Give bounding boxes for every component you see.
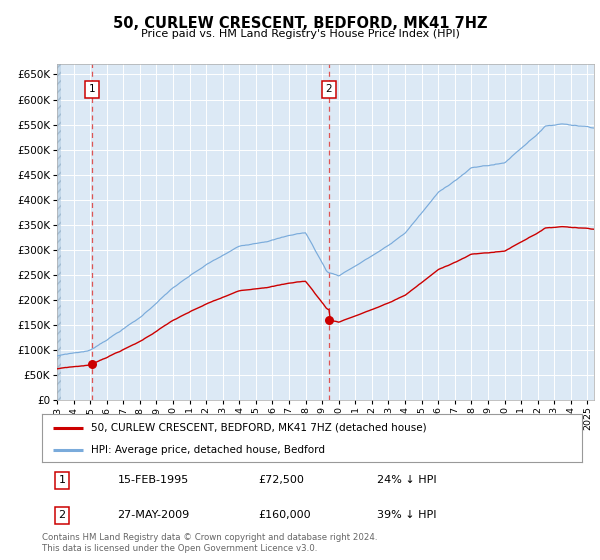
Text: 50, CURLEW CRESCENT, BEDFORD, MK41 7HZ (detached house): 50, CURLEW CRESCENT, BEDFORD, MK41 7HZ (… <box>91 423 426 433</box>
Text: Contains HM Land Registry data © Crown copyright and database right 2024.
This d: Contains HM Land Registry data © Crown c… <box>42 533 377 553</box>
Text: 2: 2 <box>58 510 65 520</box>
Text: 2: 2 <box>326 85 332 95</box>
Text: HPI: Average price, detached house, Bedford: HPI: Average price, detached house, Bedf… <box>91 445 325 455</box>
Text: 24% ↓ HPI: 24% ↓ HPI <box>377 475 436 486</box>
Text: 27-MAY-2009: 27-MAY-2009 <box>118 510 190 520</box>
Text: 39% ↓ HPI: 39% ↓ HPI <box>377 510 436 520</box>
Text: 1: 1 <box>89 85 95 95</box>
Text: 1: 1 <box>58 475 65 486</box>
Text: £72,500: £72,500 <box>258 475 304 486</box>
Bar <box>57 64 61 400</box>
Text: 15-FEB-1995: 15-FEB-1995 <box>118 475 189 486</box>
Text: £160,000: £160,000 <box>258 510 311 520</box>
Text: Price paid vs. HM Land Registry's House Price Index (HPI): Price paid vs. HM Land Registry's House … <box>140 29 460 39</box>
Text: 50, CURLEW CRESCENT, BEDFORD, MK41 7HZ: 50, CURLEW CRESCENT, BEDFORD, MK41 7HZ <box>113 16 487 31</box>
